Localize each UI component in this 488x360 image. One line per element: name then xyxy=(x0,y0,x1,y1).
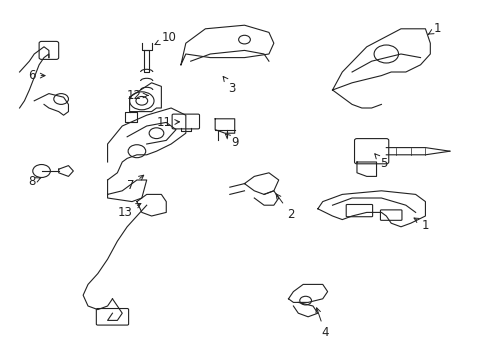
Text: 2: 2 xyxy=(276,194,294,221)
Circle shape xyxy=(373,45,398,63)
Circle shape xyxy=(136,96,147,105)
Text: 5: 5 xyxy=(374,154,387,170)
FancyBboxPatch shape xyxy=(96,309,128,325)
FancyBboxPatch shape xyxy=(380,210,401,220)
Text: 12: 12 xyxy=(127,89,147,102)
FancyBboxPatch shape xyxy=(354,139,388,164)
Circle shape xyxy=(54,94,68,104)
Circle shape xyxy=(128,145,145,158)
FancyBboxPatch shape xyxy=(172,114,199,129)
Text: 1: 1 xyxy=(413,218,428,231)
Text: 9: 9 xyxy=(225,134,238,149)
Text: 8: 8 xyxy=(28,175,41,188)
Text: 10: 10 xyxy=(155,31,176,45)
FancyBboxPatch shape xyxy=(39,41,59,59)
Circle shape xyxy=(299,296,311,305)
Text: 3: 3 xyxy=(223,76,236,95)
Circle shape xyxy=(33,165,50,177)
Circle shape xyxy=(238,35,250,44)
Text: 6: 6 xyxy=(28,69,45,82)
Text: 1: 1 xyxy=(427,22,441,35)
Text: 11: 11 xyxy=(156,116,179,129)
Circle shape xyxy=(149,128,163,139)
Circle shape xyxy=(129,92,154,110)
Text: 7: 7 xyxy=(127,175,143,192)
Text: 4: 4 xyxy=(315,308,328,339)
Text: 13: 13 xyxy=(117,203,141,219)
FancyBboxPatch shape xyxy=(346,204,372,217)
